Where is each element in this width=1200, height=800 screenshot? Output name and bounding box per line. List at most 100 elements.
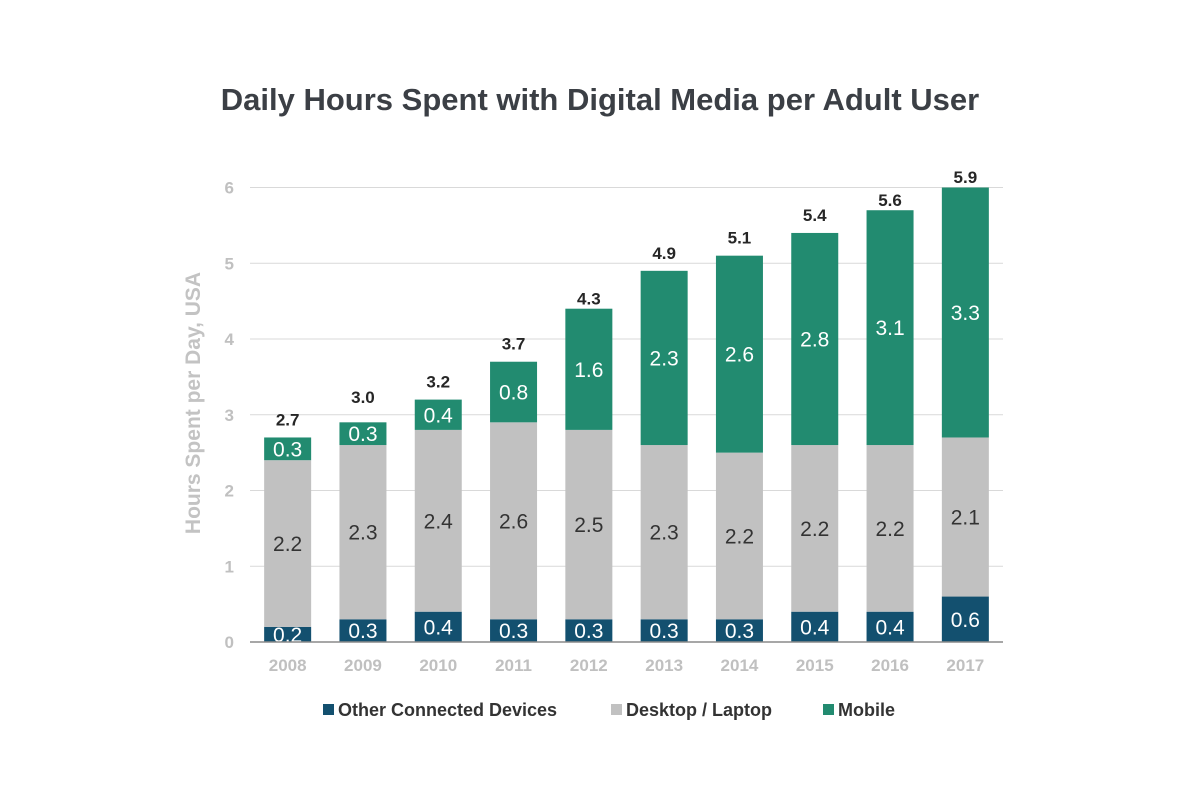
bar-mobile-2016 — [866, 210, 914, 446]
total-data-label: 3.2 — [426, 373, 450, 392]
total-data-label: 3.0 — [351, 388, 375, 407]
segment-data-label: 2.2 — [875, 518, 904, 541]
legend-label: Other Connected Devices — [338, 700, 557, 720]
segment-data-label: 2.3 — [348, 522, 377, 545]
x-axis-ticks: 2008 2009 2010 2011 2012 2013 2014 2015 2016 2017 — [269, 656, 985, 675]
x-tick-label: 2012 — [570, 656, 608, 675]
y-tick-label: 1 — [225, 557, 234, 576]
bar-other-connected-devices-2008 — [264, 626, 312, 642]
segment-data-label: 0.3 — [348, 620, 377, 643]
total-data-label: 5.6 — [878, 191, 902, 210]
x-tick-label: 2013 — [645, 656, 683, 675]
bar-mobile-2009 — [339, 422, 387, 446]
y-tick-label: 0 — [225, 633, 234, 652]
bar-mobile-2011 — [490, 361, 538, 423]
total-data-label: 4.9 — [652, 244, 676, 263]
x-tick-label: 2017 — [946, 656, 984, 675]
x-tick-label: 2014 — [721, 656, 759, 675]
segment-data-label: 2.3 — [650, 347, 679, 370]
bar-desktop-laptop-2008 — [264, 460, 312, 627]
total-labels: 2.7 3.0 3.2 3.7 4.3 4.9 5.1 5.4 5.6 5.9 — [276, 168, 977, 429]
y-axis-title: Hours Spent per Day, USA — [182, 272, 205, 534]
x-tick-label: 2010 — [419, 656, 457, 675]
bar-mobile-2017 — [941, 187, 989, 438]
segment-data-label: 0.8 — [499, 382, 528, 405]
bar-mobile-2008 — [264, 437, 312, 461]
bar-other-connected-devices-2013 — [640, 619, 688, 642]
segment-data-label: 2.5 — [574, 514, 603, 537]
x-tick-label: 2009 — [344, 656, 382, 675]
bar-desktop-laptop-2016 — [866, 445, 914, 612]
total-data-label: 5.9 — [954, 168, 978, 187]
segment-data-label: 0.4 — [424, 616, 454, 639]
segment-data-label: 0.6 — [951, 609, 980, 632]
segment-data-label: 0.4 — [424, 404, 454, 427]
chart-title: Daily Hours Spent with Digital Media per… — [221, 82, 979, 117]
segment-data-label: 0.4 — [875, 616, 905, 639]
total-data-label: 5.4 — [803, 206, 827, 225]
bar-other-connected-devices-2017 — [941, 596, 989, 642]
bars — [264, 187, 989, 642]
segment-data-label: 2.6 — [499, 510, 528, 533]
bar-other-connected-devices-2011 — [490, 619, 538, 642]
segment-data-label: 2.6 — [725, 344, 754, 367]
segment-data-label: 0.3 — [348, 423, 377, 446]
legend-swatch — [611, 704, 622, 715]
y-tick-label: 2 — [225, 482, 234, 501]
segment-data-label: 2.1 — [951, 507, 980, 530]
segment-labels: 0.2 2.2 0.3 0.3 2.3 0.3 0.4 2.4 0.4 0.3 2.6 0.8 0.3 2… — [273, 302, 980, 647]
segment-data-label: 1.6 — [574, 359, 603, 382]
segment-data-label: 3.3 — [951, 302, 980, 325]
bar-desktop-laptop-2017 — [941, 437, 989, 597]
y-tick-label: 6 — [225, 179, 234, 198]
segment-data-label: 0.3 — [650, 620, 679, 643]
bar-mobile-2015 — [791, 232, 839, 446]
segment-data-label: 2.8 — [800, 329, 829, 352]
bar-mobile-2014 — [715, 255, 763, 453]
legend-swatch — [323, 704, 334, 715]
bar-mobile-2013 — [640, 270, 688, 446]
bar-desktop-laptop-2014 — [715, 452, 763, 620]
bar-mobile-2010 — [414, 399, 462, 430]
legend-swatch — [823, 704, 834, 715]
bar-desktop-laptop-2013 — [640, 445, 688, 620]
bar-other-connected-devices-2012 — [565, 619, 613, 642]
bar-other-connected-devices-2009 — [339, 619, 387, 642]
x-tick-label: 2015 — [796, 656, 834, 675]
y-tick-label: 3 — [225, 406, 234, 425]
y-axis-ticks: 0 1 2 3 4 5 6 — [225, 179, 235, 653]
bar-other-connected-devices-2010 — [414, 611, 462, 642]
segment-data-label: 0.2 — [273, 624, 302, 647]
x-tick-label: 2016 — [871, 656, 909, 675]
segment-data-label: 3.1 — [875, 317, 904, 340]
legend-label: Desktop / Laptop — [626, 700, 772, 720]
bar-other-connected-devices-2016 — [866, 611, 914, 642]
segment-data-label: 2.2 — [273, 533, 302, 556]
legend-label: Mobile — [838, 700, 895, 720]
bar-desktop-laptop-2011 — [490, 422, 538, 620]
total-data-label: 5.1 — [728, 229, 752, 248]
total-data-label: 3.7 — [502, 335, 526, 354]
x-tick-label: 2008 — [269, 656, 307, 675]
y-tick-label: 4 — [225, 330, 235, 349]
total-data-label: 2.7 — [276, 410, 300, 429]
segment-data-label: 0.3 — [725, 620, 754, 643]
segment-data-label: 0.3 — [273, 438, 302, 461]
segment-data-label: 2.2 — [800, 518, 829, 541]
segment-data-label: 2.4 — [424, 510, 454, 533]
legend: Other Connected Devices Desktop / Laptop M… — [323, 700, 895, 720]
segment-data-label: 2.3 — [650, 522, 679, 545]
bar-other-connected-devices-2015 — [791, 611, 839, 642]
y-tick-label: 5 — [225, 254, 234, 273]
bar-mobile-2012 — [565, 308, 613, 430]
x-tick-label: 2011 — [495, 656, 532, 675]
total-data-label: 4.3 — [577, 289, 601, 308]
segment-data-label: 0.3 — [574, 620, 603, 643]
segment-data-label: 2.2 — [725, 525, 754, 548]
segment-data-label: 0.4 — [800, 616, 830, 639]
segment-data-label: 0.3 — [499, 620, 528, 643]
bar-other-connected-devices-2014 — [715, 619, 763, 642]
bar-desktop-laptop-2015 — [791, 445, 839, 612]
